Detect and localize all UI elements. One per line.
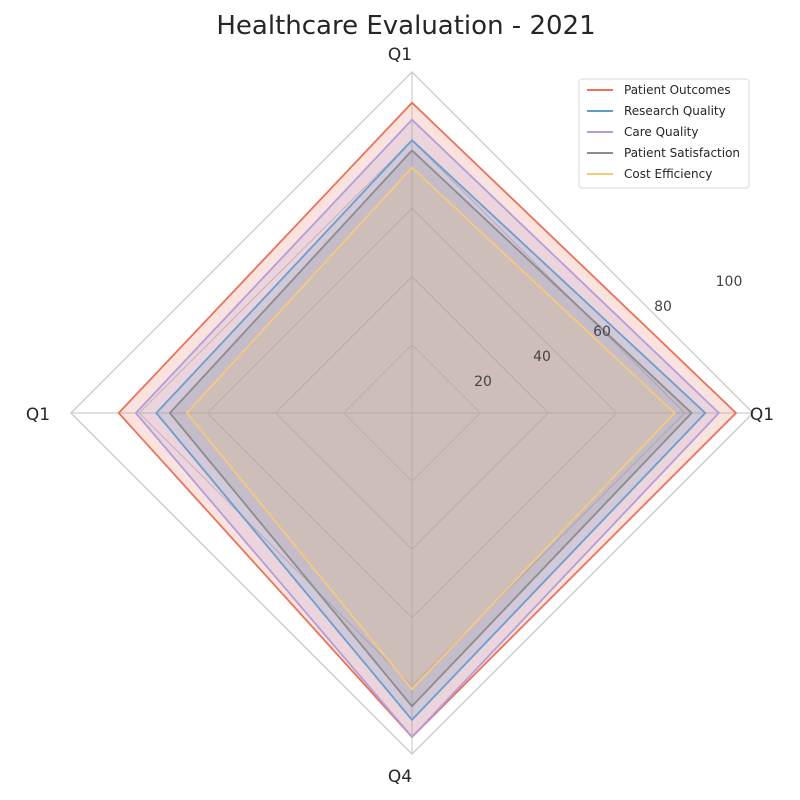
- legend-label: Cost Efficiency: [624, 167, 712, 181]
- radial-tick-labels: 20 40 60 80 100: [474, 274, 742, 390]
- series-line: [155, 139, 707, 721]
- tick-label: 60: [593, 324, 611, 340]
- chart-title: Healthcare Evaluation - 2021: [216, 11, 595, 41]
- legend: Patient Outcomes Research Quality Care Qua…: [578, 78, 750, 189]
- axis-label: Q1: [26, 405, 50, 425]
- series-line: [134, 118, 720, 738]
- legend-label: Patient Outcomes: [624, 83, 731, 97]
- legend-label: Research Quality: [624, 104, 726, 118]
- legend-frame: [578, 78, 750, 189]
- legend-label: Care Quality: [624, 125, 698, 139]
- axis-label: Q1: [750, 405, 774, 425]
- legend-label: Patient Satisfaction: [624, 146, 740, 160]
- axis-label: Q1: [388, 45, 412, 65]
- tick-label: 20: [474, 374, 492, 390]
- tick-label: 40: [533, 349, 551, 365]
- radar-series: [117, 101, 737, 738]
- axis-labels: Q1 Q1 Q4 Q1: [26, 45, 774, 787]
- tick-label: 80: [654, 299, 672, 315]
- series-line: [185, 166, 676, 691]
- axis-label: Q4: [388, 767, 412, 787]
- tick-label: 100: [716, 274, 743, 290]
